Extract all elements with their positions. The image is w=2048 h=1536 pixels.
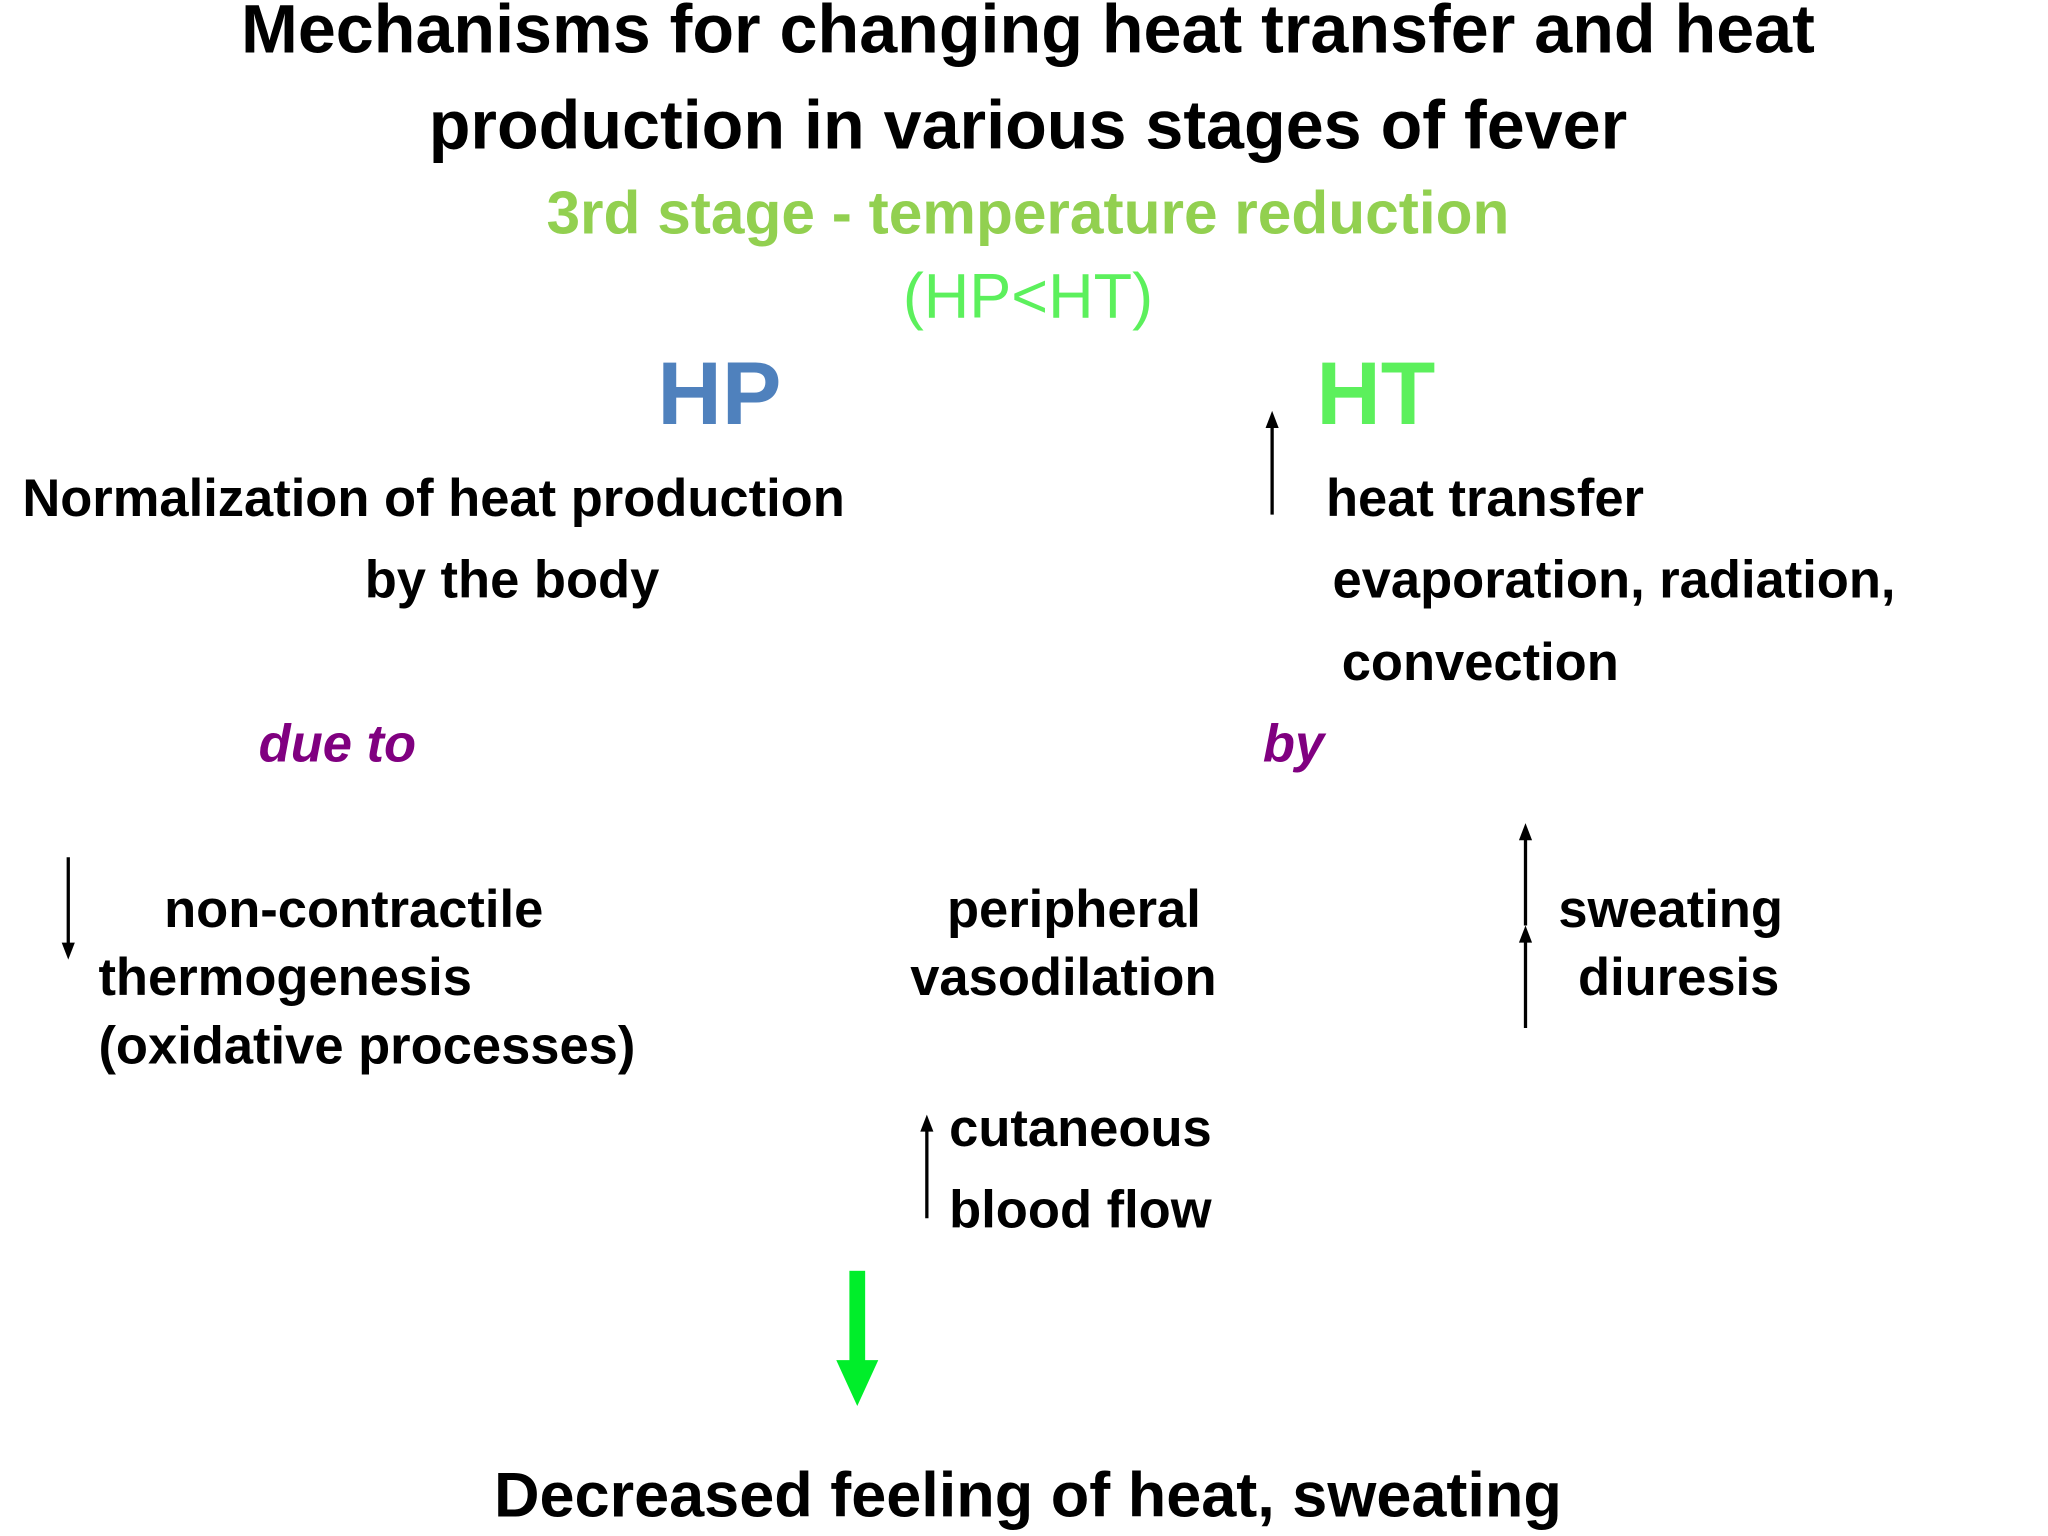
arrow-head xyxy=(1518,925,1533,943)
hp-mechanism: non-contractile xyxy=(164,880,543,939)
arrow-head xyxy=(61,942,75,960)
cutaneous-line: cutaneous xyxy=(949,1099,1212,1158)
ht-line: evaporation, radiation, xyxy=(1333,550,1896,609)
green-arrow-head xyxy=(836,1360,879,1407)
ht-line: convection xyxy=(1342,633,1619,692)
ht-mechanism: sweating xyxy=(1558,880,1783,939)
hp-mechanism: (oxidative processes) xyxy=(98,1016,635,1075)
ht-label: HT xyxy=(1316,343,1435,443)
ht-mechanism: peripheral xyxy=(947,880,1201,939)
arrow-head xyxy=(1518,823,1533,841)
ht-connector: by xyxy=(1263,714,1327,773)
cutaneous-line: blood flow xyxy=(949,1180,1212,1239)
relation: (HP<HT) xyxy=(903,262,1153,332)
ht-line: heat transfer xyxy=(1326,469,1644,528)
green-arrow-shaft xyxy=(849,1270,866,1363)
arrow-head xyxy=(1265,410,1279,428)
hp-connector: due to xyxy=(259,714,416,773)
hp-label: HP xyxy=(657,343,781,443)
ht-mechanism: vasodilation xyxy=(910,948,1216,1007)
hp-mechanism: thermogenesis xyxy=(98,948,471,1007)
ht-mechanism: diuresis xyxy=(1578,948,1779,1007)
title-line: production in various stages of fever xyxy=(429,87,1627,163)
arrow-head xyxy=(920,1114,934,1132)
conclusion: Decreased feeling of heat, sweating xyxy=(494,1460,1562,1530)
title-line: Mechanisms for changing heat transfer an… xyxy=(241,0,1815,68)
hp-line: by the body xyxy=(365,550,660,609)
hp-line: Normalization of heat production xyxy=(22,469,845,528)
subtitle: 3rd stage - temperature reduction xyxy=(546,179,1509,247)
